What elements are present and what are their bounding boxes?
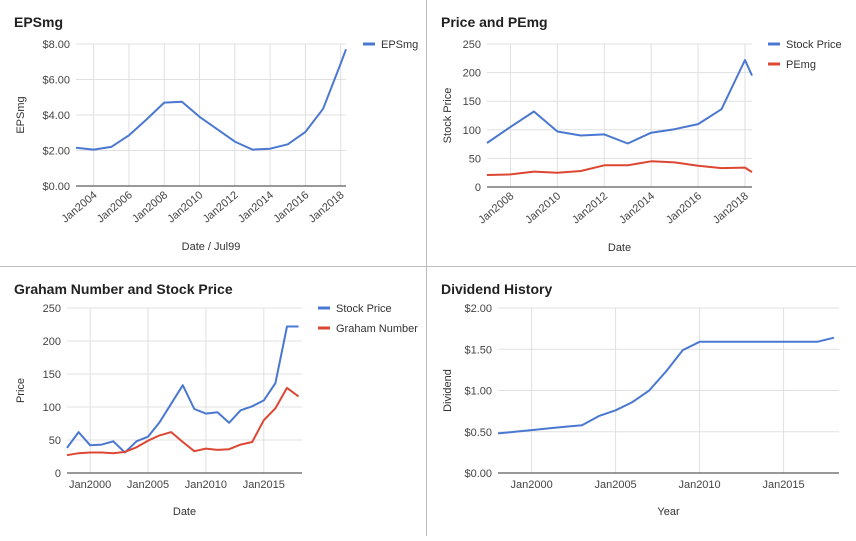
y-tick-label: 100: [463, 125, 481, 137]
chart-title: EPSmg: [14, 14, 63, 30]
horizontal-divider: [0, 266, 856, 267]
y-tick-label: 50: [49, 435, 61, 447]
series-line: [66, 386, 300, 457]
y-tick-label: $4.00: [42, 110, 70, 122]
graham-chart: Graham Number and Stock Price 0 50 100 150 20…: [14, 281, 418, 518]
x-tick-label: Jan2008: [476, 190, 516, 226]
chart-panel-price-pe: Price and PEmg 0 50 100 150 200 250 Jan2008 Jan2…: [427, 0, 856, 266]
legend-label: Graham Number: [336, 323, 418, 335]
y-tick-label: 150: [463, 96, 481, 108]
y-tick-label: 100: [43, 402, 61, 414]
x-axis-label: Date: [173, 506, 196, 518]
series-line: [66, 325, 299, 454]
x-axis-label: Date: [608, 242, 631, 254]
x-tick-label: Jan2014: [617, 190, 657, 226]
x-tick-label: Jan2005: [594, 479, 636, 491]
x-tick-label: Jan2018: [307, 189, 347, 225]
y-axis-label: Dividend: [442, 369, 454, 412]
series-line: [497, 336, 835, 435]
x-tick-label: Jan2016: [271, 189, 311, 225]
x-tick-label: Jan2000: [69, 479, 111, 491]
y-tick-label: 50: [469, 153, 481, 165]
series-line: [486, 59, 753, 145]
legend-label: PEmg: [786, 59, 816, 71]
y-tick-label: 200: [43, 336, 61, 348]
chart-panel-graham: Graham Number and Stock Price 0 50 100 150 20…: [0, 267, 426, 536]
y-tick-label: 0: [475, 182, 481, 194]
eps-chart: EPSmg$0.00$2.00$4.00$6.00$8.00Jan2004Jan…: [14, 14, 418, 253]
x-tick-label: Jan2012: [201, 189, 241, 225]
x-tick-label: Jan2012: [570, 190, 610, 226]
chart-title: Dividend History: [441, 281, 552, 297]
y-tick-label: $2.00: [464, 303, 492, 315]
x-axis-label: Year: [657, 506, 680, 518]
x-tick-label: Jan2004: [60, 189, 100, 225]
x-tick-label: Jan2015: [762, 479, 804, 491]
x-tick-label: Jan2016: [664, 190, 704, 226]
x-tick-label: Jan2005: [127, 479, 169, 491]
x-tick-label: Jan2010: [523, 190, 563, 226]
legend-label: Stock Price: [786, 39, 842, 51]
y-tick-label: 250: [463, 39, 481, 51]
x-tick-label: Jan2015: [243, 479, 285, 491]
y-tick-label: $0.00: [464, 468, 492, 480]
y-tick-label: 0: [55, 468, 61, 480]
y-axis-label: EPSmg: [15, 96, 27, 133]
chart-panel-dividend: Dividend History $0.00 $0.50 $1.00 $1.50 $2.0…: [427, 267, 856, 536]
chart-title: Price and PEmg: [441, 14, 548, 30]
x-tick-label: Jan2006: [95, 189, 135, 225]
x-tick-label: Jan2018: [711, 190, 751, 226]
x-tick-label: Jan2008: [130, 189, 170, 225]
y-tick-label: $8.00: [42, 39, 70, 51]
y-tick-label: $1.00: [464, 386, 492, 398]
x-tick-label: Jan2000: [510, 479, 552, 491]
legend-label: Stock Price: [336, 303, 392, 315]
y-axis-label: Price: [15, 378, 27, 403]
y-tick-label: $1.50: [464, 344, 492, 356]
vertical-divider: [426, 0, 427, 536]
series-line: [486, 160, 753, 176]
y-tick-label: $6.00: [42, 75, 70, 87]
x-tick-label: Jan2010: [678, 479, 720, 491]
series-line: [75, 48, 347, 151]
y-tick-label: 200: [463, 68, 481, 80]
legend-label: EPSmg: [381, 39, 418, 51]
y-tick-label: $2.00: [42, 146, 70, 158]
y-tick-label: $0.00: [42, 181, 70, 193]
x-tick-label: Jan2014: [236, 189, 276, 225]
x-tick-label: Jan2010: [185, 479, 227, 491]
y-tick-label: 150: [43, 369, 61, 381]
chart-panel-eps: EPSmg $0.00 $2.00 $4.00 $6.00 $8.00 Jan2004 Jan…: [0, 0, 426, 266]
y-tick-label: 250: [43, 303, 61, 315]
chart-title: Graham Number and Stock Price: [14, 281, 233, 297]
dividend-chart: Dividend History $0.00 $0.50 $1.00 $1.50 $2.0…: [441, 281, 839, 518]
x-tick-label: Jan2010: [165, 189, 205, 225]
y-tick-label: $0.50: [464, 427, 492, 439]
y-axis-label: Stock Price: [442, 88, 454, 144]
x-axis-label: Date / Jul99: [182, 241, 241, 253]
